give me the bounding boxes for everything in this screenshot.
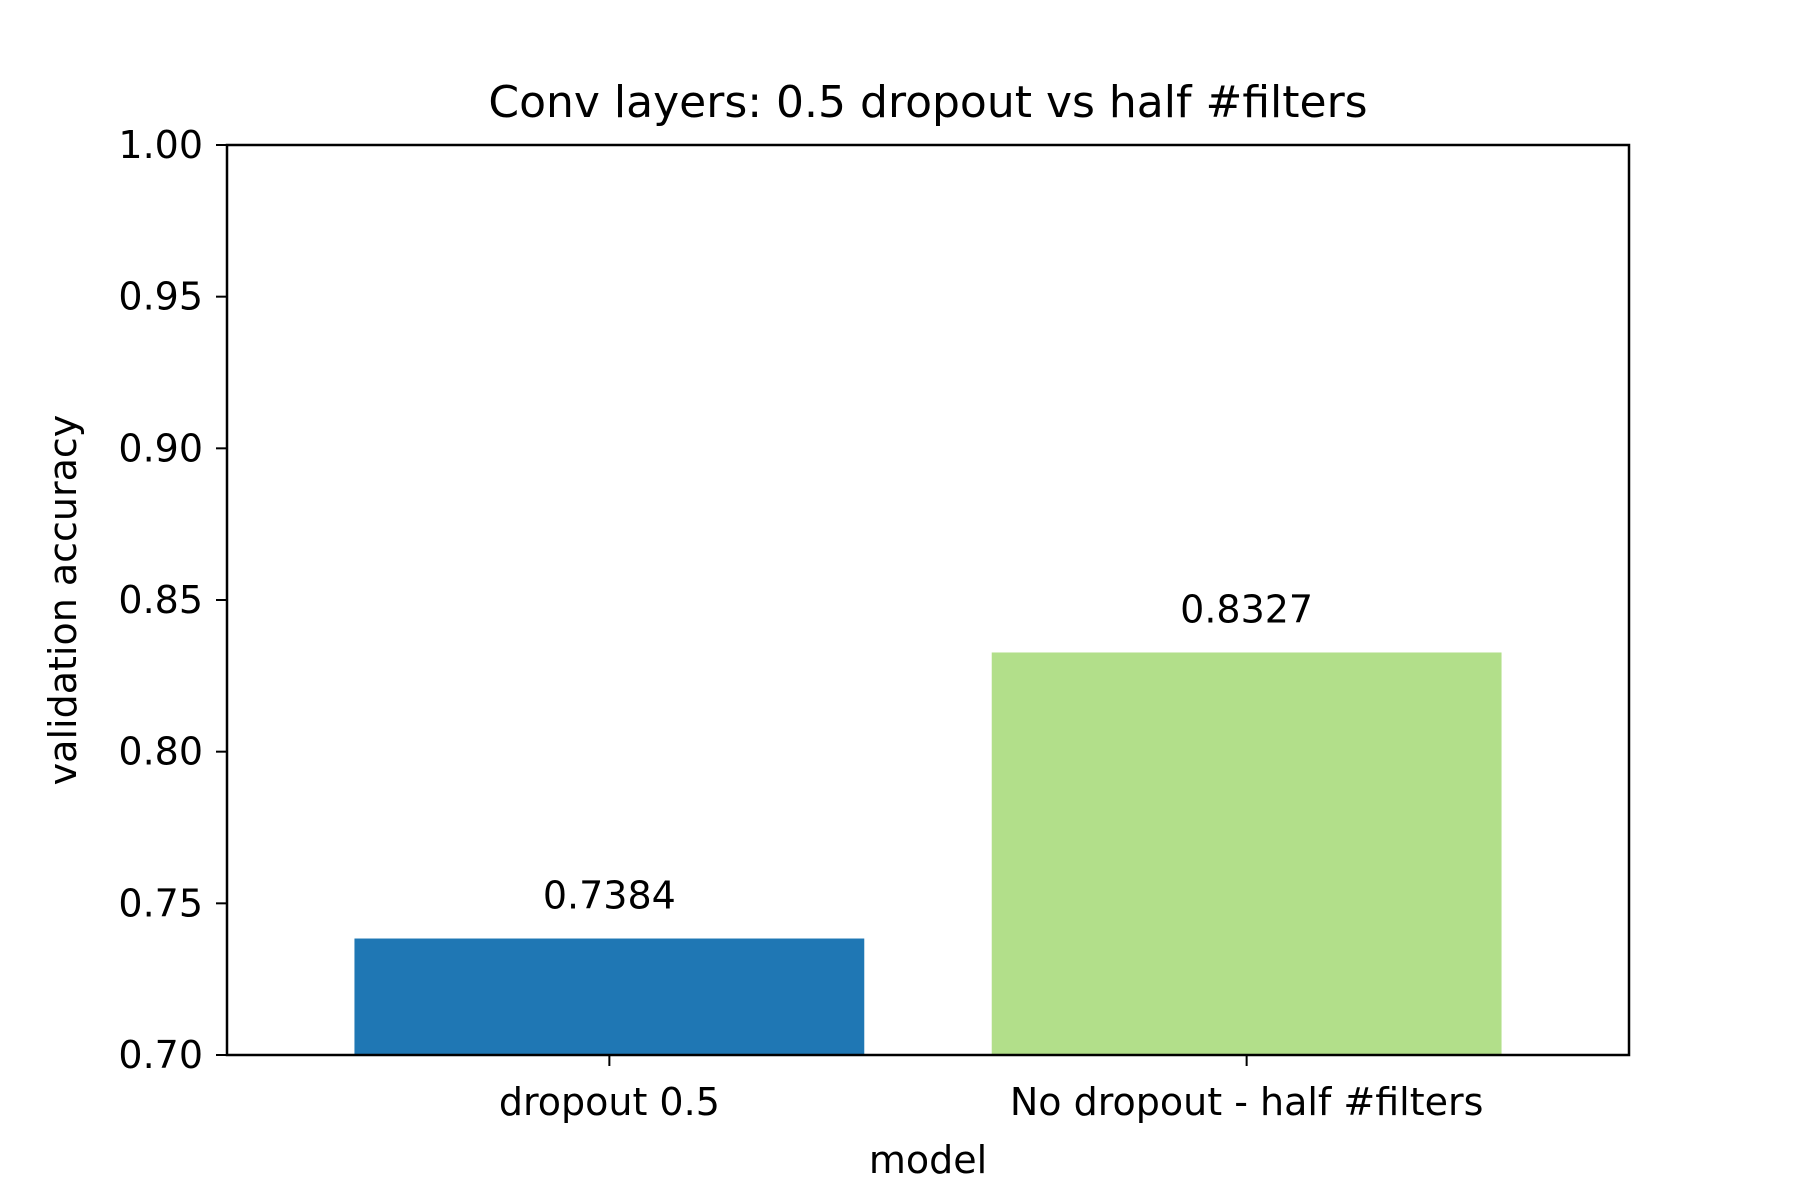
x-tick-label-2: No dropout - half #filters [1010, 1080, 1484, 1124]
y-tick-label-5: 0.90 [118, 426, 203, 470]
bar-value-label-1: 0.7384 [543, 874, 676, 918]
y-tick-label-3: 0.80 [118, 730, 203, 774]
y-axis-label: validation accuracy [41, 415, 85, 786]
y-tick-label-6: 0.95 [118, 275, 203, 319]
x-axis-label: model [869, 1138, 987, 1182]
bar-1 [354, 938, 865, 1055]
bar-value-label-2: 0.8327 [1180, 587, 1313, 631]
y-tick-label-4: 0.85 [118, 578, 203, 622]
y-tick-label-1: 0.70 [118, 1033, 203, 1077]
x-tick-label-1: dropout 0.5 [499, 1080, 720, 1124]
y-tick-label-2: 0.75 [118, 881, 203, 925]
chart-title: Conv layers: 0.5 dropout vs half #filter… [488, 77, 1367, 128]
bar-2 [991, 652, 1502, 1055]
plot-frame [225, 143, 1631, 1057]
y-tick-label-7: 1.00 [118, 123, 203, 167]
